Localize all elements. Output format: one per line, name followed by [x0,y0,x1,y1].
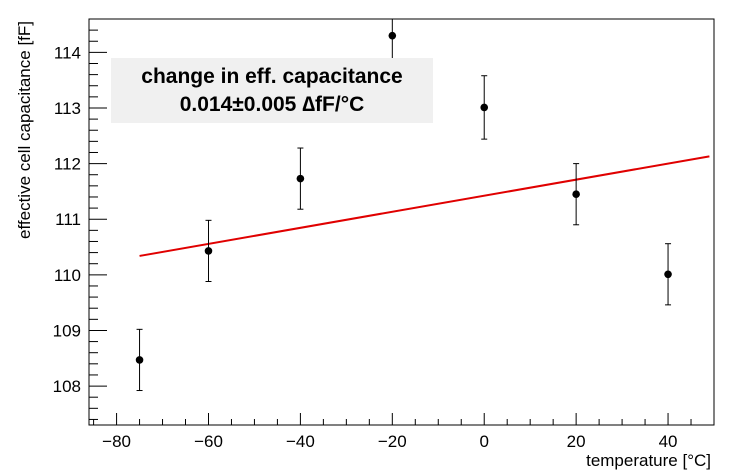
x-axis-ticks [93,413,715,425]
x-axis-title: temperature [°C] [586,451,711,470]
stats-box-background [111,58,433,123]
plot-frame [88,18,715,426]
y-tick-label: 111 [55,210,81,229]
x-tick-label: 0 [479,432,488,451]
data-point [388,31,397,40]
data-points [135,19,672,392]
x-tick-labels: −80 −60 −40 −20 0 20 40 [102,432,677,451]
y-tick-label: 114 [54,43,81,62]
x-tick-label: −20 [378,432,407,451]
stats-line-2: 0.014±0.005 ∆fF/°C [180,93,365,116]
data-point [664,270,672,279]
y-tick-label: 109 [53,321,81,340]
y-tick-label: 110 [54,266,81,285]
y-tick-labels: 108 109 110 111 112 113 114 [53,43,81,396]
y-tick-label: 108 [53,377,81,396]
data-point [296,174,305,183]
stats-line-1: change in eff. capacitance [141,65,402,88]
fit-line [139,155,710,257]
x-tick-label: −80 [102,432,131,451]
y-axis-title: effective cell capacitance [fF] [15,21,34,239]
data-point [572,190,580,198]
data-point [204,247,213,255]
x-tick-label: −60 [194,432,223,451]
y-tick-label: 113 [54,99,81,118]
x-tick-label: 20 [567,432,586,451]
data-point [480,103,489,112]
y-axis-ticks [89,29,107,420]
y-tick-label: 112 [54,155,81,174]
x-tick-label: 40 [659,432,678,451]
stats-box: change in eff. capacitance 0.014±0.005 ∆… [111,58,433,123]
data-point [135,356,144,364]
x-tick-label: −40 [286,432,315,451]
